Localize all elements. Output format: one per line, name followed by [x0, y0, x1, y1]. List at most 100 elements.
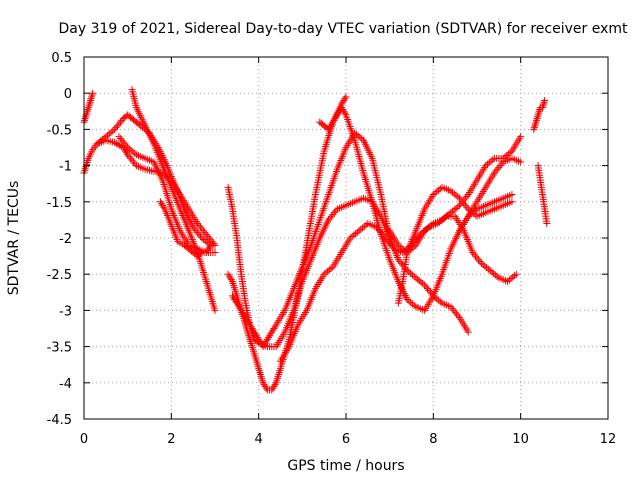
data-point: [327, 212, 335, 220]
data-point: [83, 107, 91, 115]
series-track-6: [156, 198, 215, 260]
data-point: [435, 296, 443, 304]
data-point: [326, 214, 334, 222]
data-point: [517, 158, 525, 166]
data-point: [242, 314, 250, 322]
data-point: [248, 325, 256, 332]
data-point: [433, 188, 441, 196]
data-point: [425, 286, 433, 294]
data-point: [252, 332, 260, 340]
data-point: [264, 334, 272, 342]
data-point: [127, 154, 135, 162]
data-point: [398, 244, 406, 252]
data-point: [394, 256, 402, 264]
y-tick-label: 0.5: [51, 51, 72, 66]
data-point: [433, 295, 441, 303]
data-point: [452, 191, 460, 199]
data-point: [405, 247, 413, 255]
y-tick-label: -0.5: [47, 123, 72, 138]
data-point: [450, 306, 458, 314]
data-point: [442, 213, 450, 221]
data-point: [86, 98, 94, 106]
data-point: [360, 222, 368, 230]
data-point: [269, 384, 277, 392]
data-point: [405, 297, 413, 305]
data-point: [116, 118, 124, 126]
data-point: [407, 269, 415, 277]
data-point: [464, 328, 472, 336]
data-point: [412, 274, 420, 282]
data-point: [489, 156, 497, 164]
data-point: [85, 102, 93, 110]
data-point: [396, 258, 404, 266]
data-point: [535, 107, 543, 115]
data-point: [535, 109, 543, 117]
data-point: [348, 233, 356, 241]
series-track-7: [224, 93, 350, 394]
data-point: [422, 225, 430, 233]
data-point: [250, 328, 258, 336]
data-point: [246, 321, 254, 329]
data-point: [325, 266, 333, 274]
data-point: [474, 256, 482, 264]
data-point: [472, 252, 480, 260]
data-point: [233, 299, 241, 307]
data-point: [496, 162, 504, 170]
data-point: [129, 158, 137, 166]
data-point: [487, 157, 495, 165]
data-point: [396, 243, 404, 251]
data-point: [121, 140, 129, 148]
data-point: [479, 261, 487, 269]
data-point: [490, 269, 498, 277]
data-point: [333, 111, 341, 119]
data-point: [87, 96, 95, 104]
data-point: [473, 254, 481, 262]
data-point: [84, 104, 92, 112]
data-point: [421, 227, 429, 235]
data-point: [270, 325, 278, 332]
data-point: [451, 308, 459, 316]
data-point: [341, 95, 349, 103]
data-point: [477, 259, 485, 267]
data-point: [202, 230, 210, 238]
data-point: [95, 138, 103, 146]
data-point: [407, 246, 415, 254]
data-point: [417, 278, 425, 286]
data-point: [320, 270, 328, 278]
data-point: [329, 210, 337, 218]
data-point: [230, 294, 238, 302]
data-point: [115, 133, 123, 141]
data-point: [449, 188, 457, 196]
data-point: [199, 227, 207, 235]
data-point: [238, 308, 246, 316]
data-point: [355, 227, 363, 235]
data-point: [531, 122, 539, 130]
data-point: [408, 271, 416, 279]
data-point: [517, 133, 525, 141]
data-point: [539, 102, 547, 110]
data-point: [330, 209, 338, 217]
data-point: [353, 228, 361, 236]
y-axis-label: SDTVAR / TECUs: [6, 181, 22, 296]
data-point: [104, 131, 112, 139]
x-tick-label: 8: [429, 432, 437, 447]
data-point: [449, 207, 457, 215]
data-point: [450, 190, 458, 198]
data-point: [262, 337, 270, 345]
data-point: [532, 116, 540, 124]
data-point: [261, 382, 269, 390]
data-point: [415, 277, 423, 285]
data-point: [534, 113, 542, 121]
data-point: [505, 276, 513, 284]
data-point: [531, 120, 539, 128]
data-point: [268, 328, 276, 336]
data-point: [454, 193, 462, 201]
data-point: [476, 258, 484, 266]
x-tick-label: 4: [255, 432, 263, 447]
data-point: [543, 220, 551, 228]
x-tick-label: 12: [600, 432, 617, 447]
data-point: [119, 138, 127, 146]
data-point: [232, 297, 240, 305]
data-point: [194, 229, 202, 237]
data-point: [123, 149, 131, 157]
